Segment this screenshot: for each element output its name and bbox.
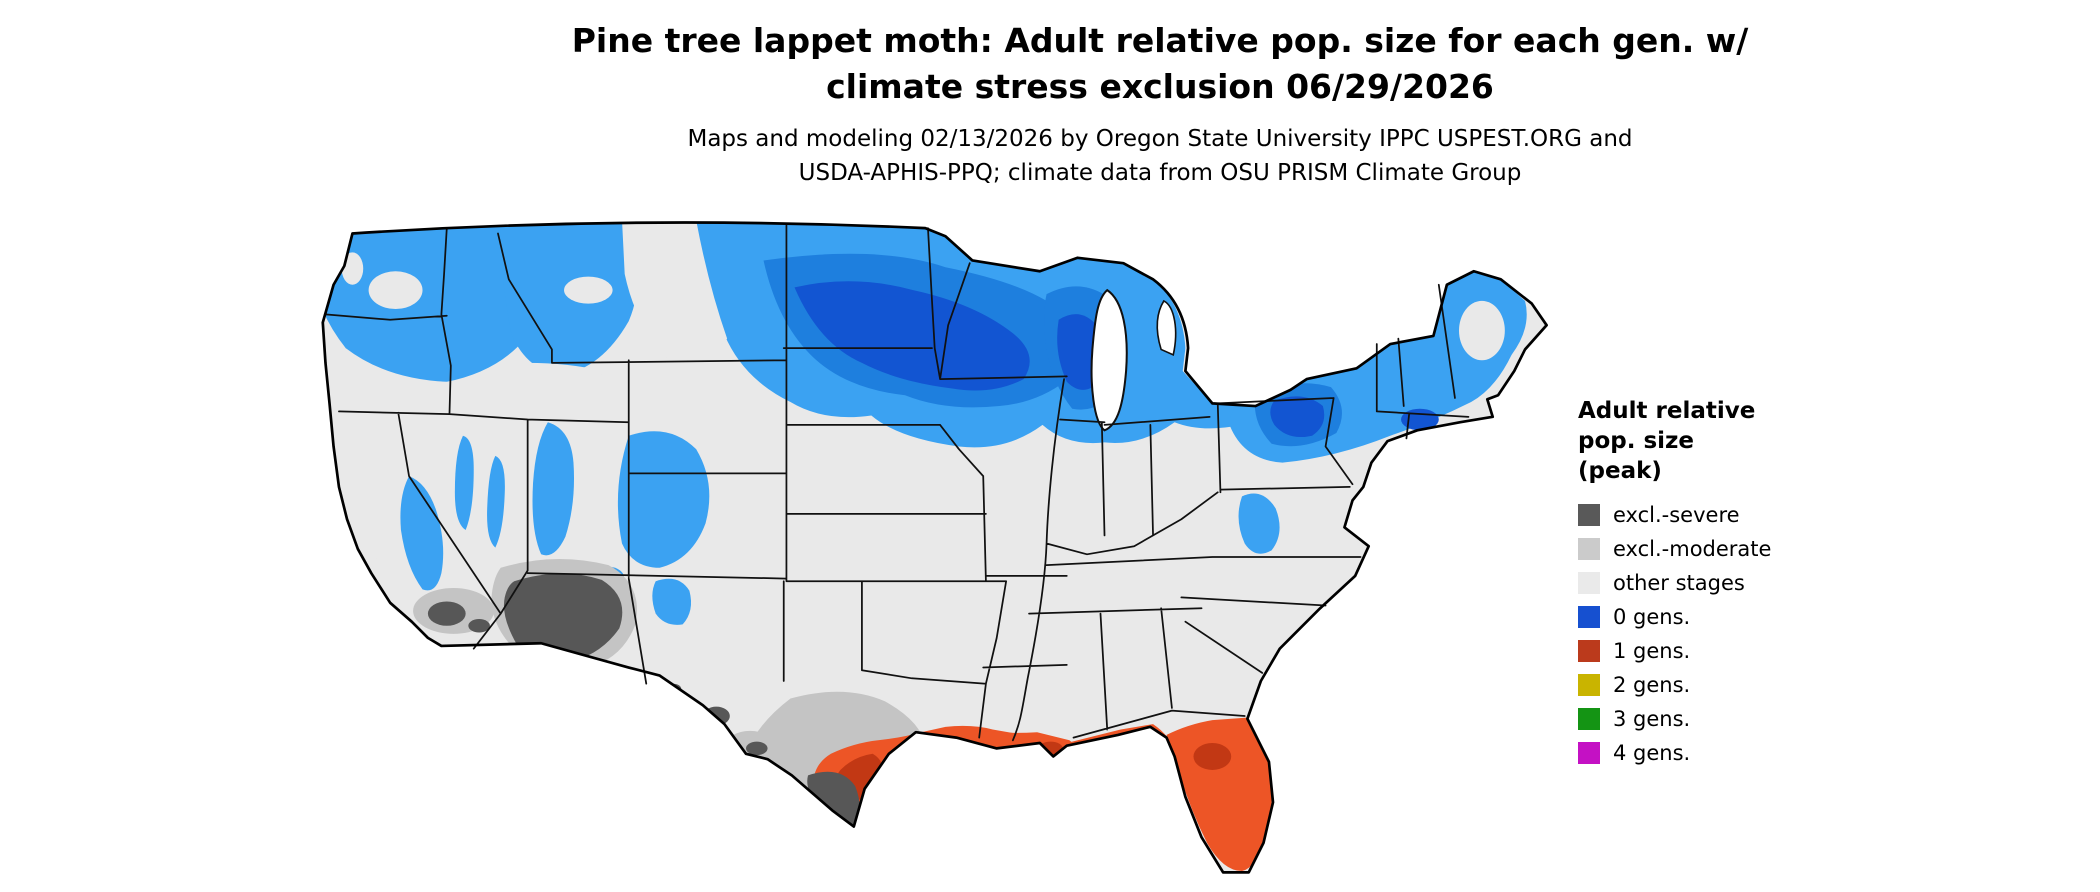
legend-title: Adult relative pop. size (peak) xyxy=(1578,396,1858,486)
legend-label: excl.-moderate xyxy=(1613,536,1772,561)
layer-0-gens-blue xyxy=(322,222,1527,625)
region-penn-core xyxy=(1270,396,1325,438)
title-line-2: climate stress exclusion 06/29/2026 xyxy=(826,67,1494,106)
legend-label: excl.-severe xyxy=(1613,502,1740,527)
region-wasatch xyxy=(532,422,575,556)
us-map-svg xyxy=(321,221,1548,874)
region-maine-interior xyxy=(1459,300,1505,361)
legend-title-line-3: (peak) xyxy=(1578,458,1662,484)
title-line-1: Pine tree lappet moth: Adult relative po… xyxy=(571,21,1749,60)
us-map xyxy=(312,220,1552,892)
legend-swatch-3-gens xyxy=(1578,707,1600,730)
map-legend: Adult relative pop. size (peak) excl.-se… xyxy=(1578,396,1858,774)
region-colorado-rockies xyxy=(617,431,710,568)
legend-swatch-excl-severe xyxy=(1578,503,1600,526)
region-sierra-nevada xyxy=(400,476,444,591)
legend-item: 3 gens. xyxy=(1578,706,1858,731)
region-arizona-severe xyxy=(503,573,623,663)
region-snake-river-plain xyxy=(484,362,604,392)
legend-title-line-1: Adult relative xyxy=(1578,398,1756,424)
region-north-florida-core xyxy=(1193,743,1232,770)
region-nevada-range-1 xyxy=(454,435,474,531)
region-socal-severe-2 xyxy=(468,619,490,633)
region-pacific-northwest xyxy=(322,222,544,382)
region-appalachians xyxy=(1238,493,1280,554)
legend-item: 2 gens. xyxy=(1578,672,1858,697)
legend-swatch-1-gens xyxy=(1578,639,1600,662)
region-west-texas-severe-2 xyxy=(746,741,768,756)
layer-1-gen-orange xyxy=(813,717,1272,872)
legend-swatch-0-gens xyxy=(1578,605,1600,628)
region-socal-severe-1 xyxy=(427,601,466,626)
legend-swatch-other-stages xyxy=(1578,571,1600,594)
figure-subtitle: Maps and modeling 02/13/2026 by Oregon S… xyxy=(420,122,1900,190)
legend-item: excl.-moderate xyxy=(1578,536,1858,561)
legend-item: 0 gens. xyxy=(1578,604,1858,629)
region-central-valley xyxy=(365,489,393,560)
region-puget-lowland xyxy=(341,252,364,285)
legend-label: 0 gens. xyxy=(1613,604,1691,629)
legend-label: 2 gens. xyxy=(1613,672,1691,697)
us-outline xyxy=(321,221,1548,874)
region-south-texas-severe xyxy=(807,771,860,830)
legend-items: excl.-severe excl.-moderate other stages… xyxy=(1578,502,1858,765)
region-montana-valley xyxy=(564,276,613,304)
legend-swatch-4-gens xyxy=(1578,741,1600,764)
region-texas-gulf-coast xyxy=(813,725,1047,827)
region-florida-peninsula xyxy=(1166,717,1272,872)
subtitle-line-2: USDA-APHIS-PPQ; climate data from OSU PR… xyxy=(798,160,1522,186)
legend-swatch-excl-moderate xyxy=(1578,537,1600,560)
region-eastern-montana-gap xyxy=(622,222,728,361)
legend-swatch-2-gens xyxy=(1578,673,1600,696)
state-borders xyxy=(324,224,1470,742)
legend-item: 4 gens. xyxy=(1578,740,1858,765)
lake-michigan xyxy=(1090,288,1128,432)
legend-title-line-2: pop. size xyxy=(1578,428,1695,454)
legend-label: 3 gens. xyxy=(1613,706,1691,731)
region-columbia-basin xyxy=(368,271,423,309)
legend-label: 1 gens. xyxy=(1613,638,1691,663)
subtitle-line-1: Maps and modeling 02/13/2026 by Oregon S… xyxy=(687,126,1633,152)
legend-label: 4 gens. xyxy=(1613,740,1691,765)
region-new-mexico-north xyxy=(652,578,692,625)
legend-item: other stages xyxy=(1578,570,1858,595)
legend-item: 1 gens. xyxy=(1578,638,1858,663)
page-title: Pine tree lappet moth: Adult relative po… xyxy=(420,18,1900,110)
layer-lakes xyxy=(1090,288,1177,432)
region-dakotas-minnesota-core xyxy=(794,281,1030,391)
region-nevada-range-2 xyxy=(487,455,505,548)
lake-huron xyxy=(1156,299,1177,356)
layer-gray-valleys xyxy=(341,222,1505,560)
legend-item: excl.-severe xyxy=(1578,502,1858,527)
legend-label: other stages xyxy=(1613,570,1745,595)
